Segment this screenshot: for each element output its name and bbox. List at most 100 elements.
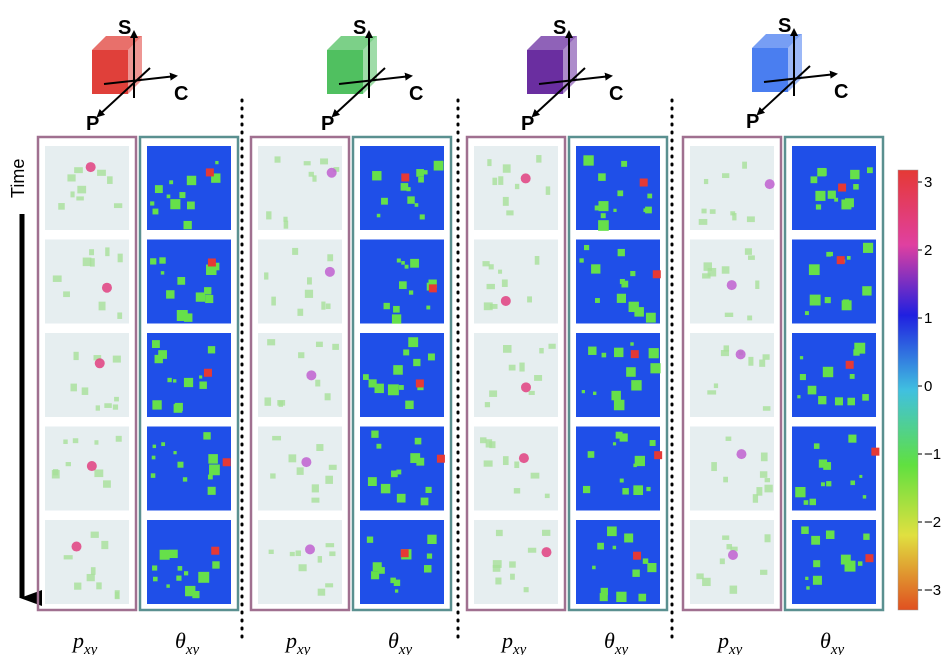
patch <box>372 171 382 181</box>
blob <box>274 156 281 163</box>
panel <box>147 333 231 417</box>
blob <box>502 196 509 206</box>
patch <box>215 160 219 165</box>
panel <box>360 146 444 230</box>
patch <box>583 244 590 251</box>
patch <box>848 434 857 443</box>
patch <box>398 385 404 390</box>
hot-patch <box>865 554 874 563</box>
blob <box>483 460 493 467</box>
blob <box>311 484 319 493</box>
column-frame <box>138 135 240 612</box>
c-axis <box>103 72 178 85</box>
blob <box>482 261 490 267</box>
patch <box>597 542 604 550</box>
blob <box>283 216 288 222</box>
blob <box>498 269 503 274</box>
column-label: pxy <box>284 628 311 655</box>
patch <box>614 347 624 358</box>
patch <box>634 307 644 317</box>
blob <box>74 167 83 174</box>
panel <box>45 426 129 511</box>
patch <box>850 480 856 486</box>
p-axis-label: P <box>321 113 334 135</box>
patch <box>426 305 431 310</box>
patch <box>205 294 214 304</box>
blob <box>501 279 508 287</box>
patch <box>645 206 652 214</box>
patch <box>408 290 414 295</box>
patch <box>846 256 851 260</box>
hot-patch <box>436 454 445 463</box>
c-axis-label: C <box>409 83 423 105</box>
blob <box>486 283 495 290</box>
blob <box>112 404 119 410</box>
patch <box>427 353 435 361</box>
blob <box>76 196 84 201</box>
patch <box>167 377 172 383</box>
patch <box>406 187 411 192</box>
c-axis-label: C <box>609 83 623 105</box>
patch <box>813 443 820 449</box>
blob <box>328 464 337 470</box>
blob <box>527 296 533 303</box>
patch <box>416 169 424 177</box>
patch <box>166 290 175 299</box>
panel-bg <box>45 146 129 230</box>
blob <box>264 272 269 280</box>
patch <box>592 565 596 570</box>
patch <box>632 569 640 577</box>
blob <box>297 308 304 316</box>
column-frame <box>681 135 783 612</box>
blob <box>325 583 334 588</box>
hotspot <box>85 162 96 173</box>
time-label: Time <box>8 159 28 198</box>
patch <box>795 486 806 498</box>
blob <box>325 475 333 484</box>
patch <box>579 258 584 263</box>
colorbar-tick-label: −3 <box>924 582 941 599</box>
column-frame <box>465 135 567 612</box>
blob <box>487 159 492 167</box>
patch <box>207 474 213 480</box>
panel <box>474 146 558 230</box>
patch <box>184 313 193 322</box>
p-axis-label: P <box>746 111 759 133</box>
patch <box>376 443 382 449</box>
patch <box>185 585 196 597</box>
patch <box>650 363 661 374</box>
thetaxy-column-1: θxy <box>138 135 240 655</box>
patch <box>158 350 167 359</box>
cube-diagram-3: S C P <box>521 17 623 135</box>
blob <box>730 546 738 552</box>
blob <box>762 406 771 411</box>
patch <box>151 455 156 460</box>
patch <box>812 575 822 585</box>
cube-diagram-1: S C P <box>86 17 188 135</box>
patch <box>396 493 406 503</box>
panel <box>690 239 774 324</box>
blob <box>492 177 498 186</box>
patch <box>203 432 211 440</box>
patch <box>815 190 826 201</box>
hotspot <box>86 461 97 472</box>
blob <box>509 561 516 568</box>
blob <box>51 470 60 479</box>
patch <box>634 455 645 467</box>
hot-patch <box>654 451 663 460</box>
blob <box>544 493 550 499</box>
patch <box>183 220 192 230</box>
patch <box>638 593 647 602</box>
blob <box>86 573 95 582</box>
hot-patch <box>639 178 648 187</box>
blob <box>527 547 537 553</box>
column-frame <box>249 135 351 612</box>
cube-front <box>92 50 128 94</box>
cube-top <box>327 36 377 50</box>
blob <box>748 356 754 366</box>
panel-bg <box>474 239 558 324</box>
patch <box>159 549 170 560</box>
blob <box>288 454 297 463</box>
blob <box>707 267 717 277</box>
